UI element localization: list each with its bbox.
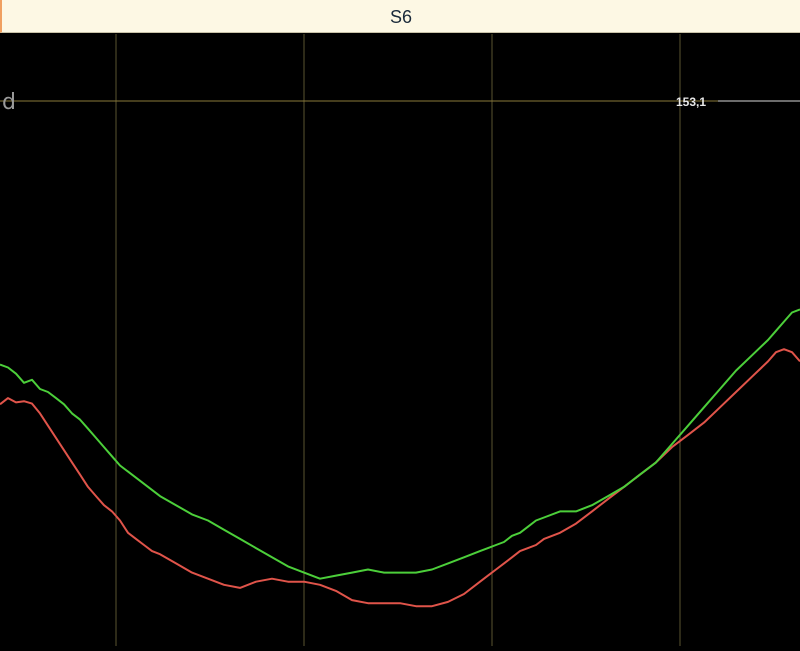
series-layer (0, 308, 800, 608)
chart-svg: 153,1 (0, 34, 800, 646)
reference-value-label: 153,1 (676, 95, 706, 109)
reference-layer: 153,1 (0, 95, 800, 109)
axis-letter: d (2, 90, 16, 115)
grid-layer (115, 34, 681, 646)
series-line-2 (0, 308, 800, 580)
chart-header: S6 (0, 0, 800, 33)
plot-area[interactable]: 153,1 d (0, 34, 800, 646)
chart-title: S6 (389, 7, 413, 27)
plot-background (0, 34, 800, 646)
